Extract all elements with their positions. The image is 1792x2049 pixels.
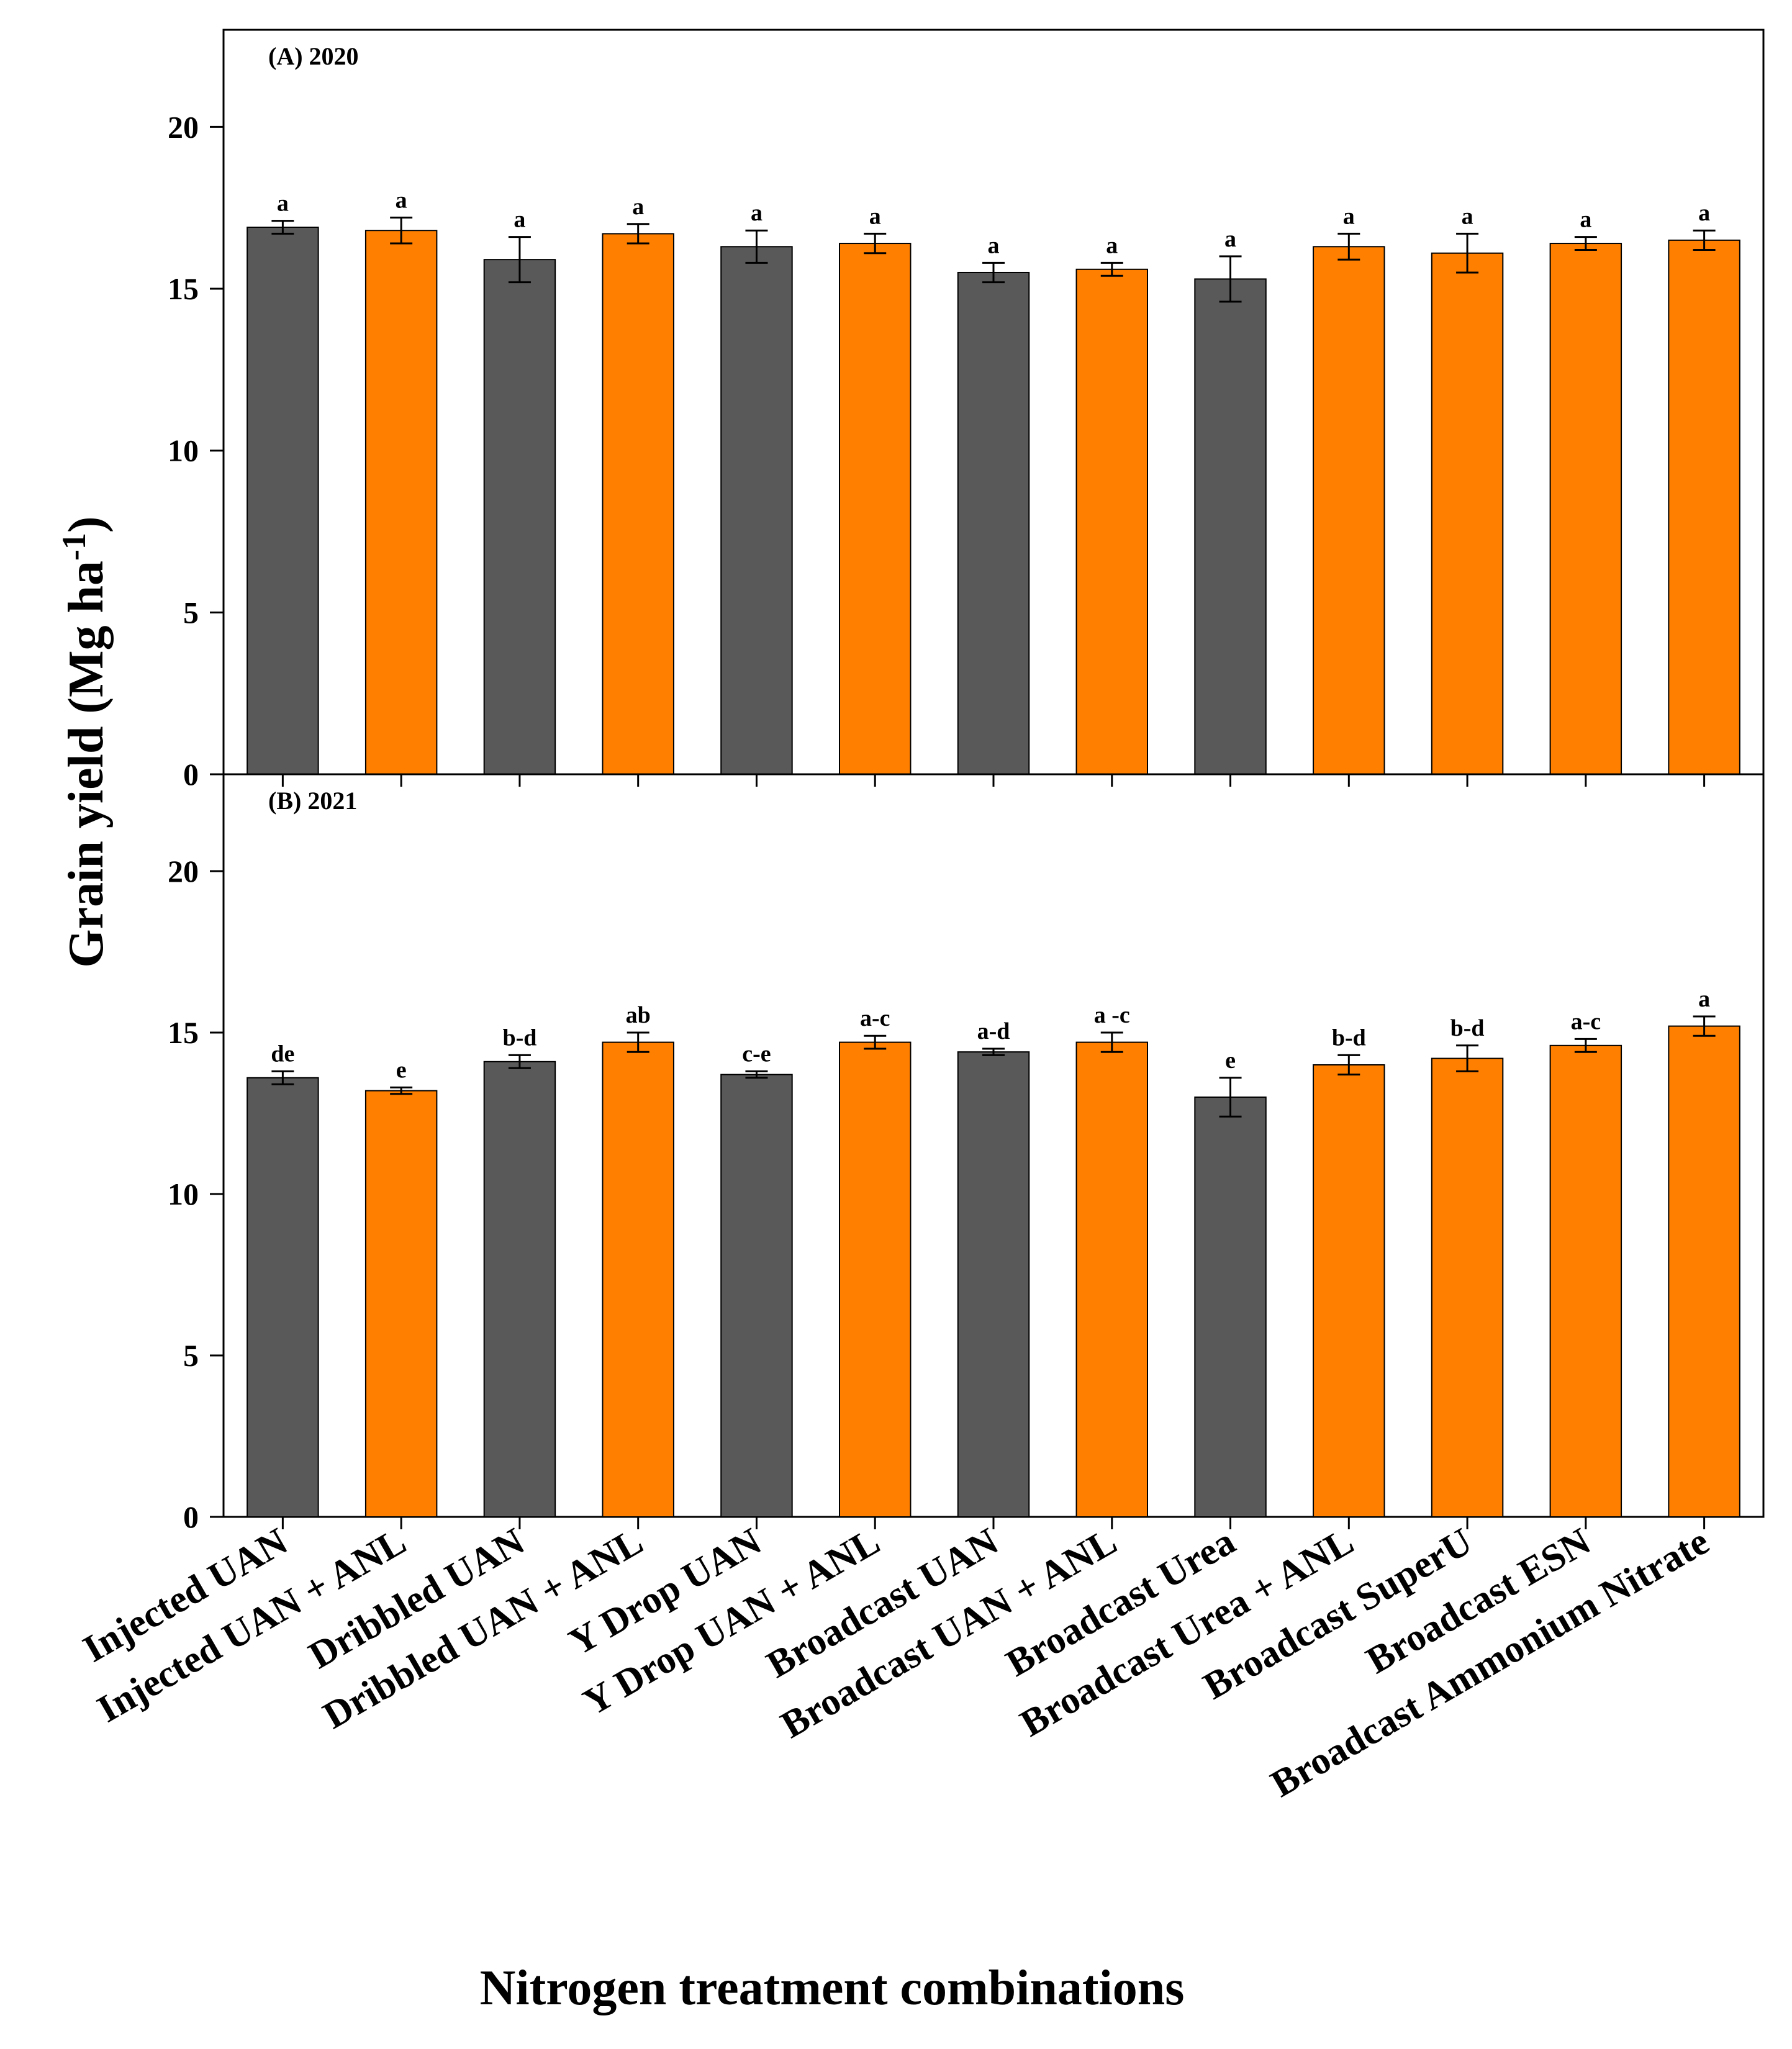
- significance-letter: a: [988, 232, 1000, 258]
- significance-letter: a -c: [1094, 1002, 1130, 1028]
- significance-letter: a: [1698, 986, 1710, 1012]
- bar: [1075, 1041, 1148, 1518]
- panel-1: 0 5 10 15 20 (A) 2020 a a a a a a a a a a a a a: [168, 29, 1765, 792]
- bar: [1075, 268, 1148, 776]
- significance-letter: a: [277, 191, 289, 217]
- bar: [1431, 252, 1504, 775]
- significance-letter: a: [1106, 232, 1118, 258]
- significance-letter: a: [869, 203, 881, 229]
- bar: [483, 259, 556, 775]
- y-tick-label: 5: [183, 1338, 199, 1373]
- bar: [364, 230, 438, 776]
- y-tick-label: 10: [168, 433, 199, 468]
- bar: [839, 1041, 912, 1518]
- bar: [957, 1051, 1030, 1518]
- significance-letter: e: [1225, 1047, 1236, 1074]
- bar: [247, 1077, 319, 1518]
- significance-letter: a: [751, 200, 763, 226]
- bar: [364, 1090, 438, 1518]
- y-tick-label: 20: [168, 854, 199, 889]
- significance-letter: b-d: [1450, 1015, 1485, 1041]
- significance-letter: a: [1343, 203, 1355, 229]
- y-axis-label-superscript: -1: [55, 533, 93, 561]
- significance-letter: a: [632, 194, 644, 220]
- bar: [1668, 1025, 1740, 1518]
- bar: [1194, 278, 1267, 775]
- significance-letter: b-d: [1332, 1024, 1366, 1051]
- panel-2: 0 5 10 15 20 (B) 2021 de e b-d ab c-e a-c a-d a -c e b-…: [168, 773, 1765, 1534]
- panel-label: (A) 2020: [268, 42, 359, 70]
- significance-letter: b-d: [502, 1024, 536, 1051]
- y-tick-label: 0: [183, 1499, 199, 1534]
- bar: [1313, 1064, 1385, 1518]
- bar: [720, 1074, 793, 1518]
- y-tick-label: 0: [183, 757, 199, 792]
- bar: [720, 246, 793, 775]
- significance-letter: ab: [626, 1002, 651, 1028]
- significance-letter: e: [396, 1057, 407, 1083]
- y-axis-label-main: Grain yield (Mg ha: [59, 561, 114, 968]
- bar: [247, 226, 319, 775]
- bar: [1431, 1057, 1504, 1518]
- significance-letter: a: [396, 187, 407, 213]
- significance-letter: a-c: [860, 1005, 890, 1031]
- y-axis-label-close: ): [59, 516, 114, 533]
- significance-letter: a: [1462, 203, 1473, 229]
- bar: [957, 271, 1030, 775]
- y-tick-label: 20: [168, 109, 199, 144]
- significance-letter: de: [271, 1041, 294, 1067]
- bar: [1313, 246, 1385, 775]
- y-tick-label: 15: [168, 1015, 199, 1050]
- bar: [483, 1061, 556, 1518]
- significance-letter: a: [514, 207, 525, 233]
- significance-letter: a: [1580, 207, 1591, 233]
- bar: [1549, 243, 1622, 776]
- panel-label: (B) 2021: [268, 787, 357, 815]
- y-tick-label: 10: [168, 1177, 199, 1211]
- bar: [839, 243, 912, 776]
- bar: [1668, 239, 1740, 775]
- bar: [602, 1041, 674, 1518]
- significance-letter: a-d: [977, 1018, 1010, 1044]
- bar: [1194, 1097, 1267, 1518]
- significance-letter: c-e: [742, 1041, 771, 1067]
- bar: [602, 233, 674, 775]
- significance-letter: a: [1698, 200, 1710, 226]
- y-tick-label: 15: [168, 271, 199, 306]
- y-tick-label: 5: [183, 595, 199, 630]
- significance-letter: a-c: [1571, 1008, 1601, 1034]
- significance-letter: a: [1224, 226, 1236, 252]
- y-axis-label: Grain yield (Mg ha-1): [55, 516, 114, 967]
- bar: [1549, 1044, 1622, 1518]
- x-axis-label: Nitrogen treatment combinations: [480, 1961, 1185, 2015]
